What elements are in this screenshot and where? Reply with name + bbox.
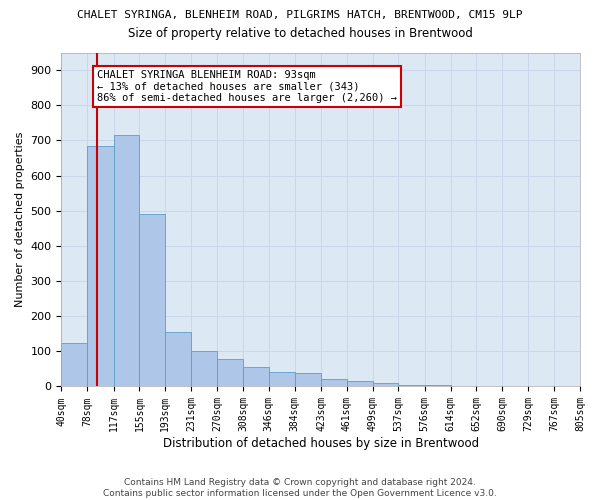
Bar [347, 381, 373, 386]
Bar [295, 373, 321, 386]
Bar [87, 146, 113, 386]
Bar [269, 372, 295, 386]
Bar [113, 135, 139, 386]
Bar [398, 385, 425, 386]
Bar [61, 342, 87, 386]
Text: Contains HM Land Registry data © Crown copyright and database right 2024.
Contai: Contains HM Land Registry data © Crown c… [103, 478, 497, 498]
Bar [165, 332, 191, 386]
Bar [373, 383, 398, 386]
Y-axis label: Number of detached properties: Number of detached properties [15, 132, 25, 307]
X-axis label: Distribution of detached houses by size in Brentwood: Distribution of detached houses by size … [163, 437, 479, 450]
Text: CHALET SYRINGA BLENHEIM ROAD: 93sqm
← 13% of detached houses are smaller (343)
8: CHALET SYRINGA BLENHEIM ROAD: 93sqm ← 13… [97, 70, 397, 103]
Bar [191, 352, 217, 386]
Text: CHALET SYRINGA, BLENHEIM ROAD, PILGRIMS HATCH, BRENTWOOD, CM15 9LP: CHALET SYRINGA, BLENHEIM ROAD, PILGRIMS … [77, 10, 523, 20]
Text: Size of property relative to detached houses in Brentwood: Size of property relative to detached ho… [128, 28, 472, 40]
Bar [321, 378, 347, 386]
Bar [217, 359, 243, 386]
Bar [139, 214, 165, 386]
Bar [243, 367, 269, 386]
